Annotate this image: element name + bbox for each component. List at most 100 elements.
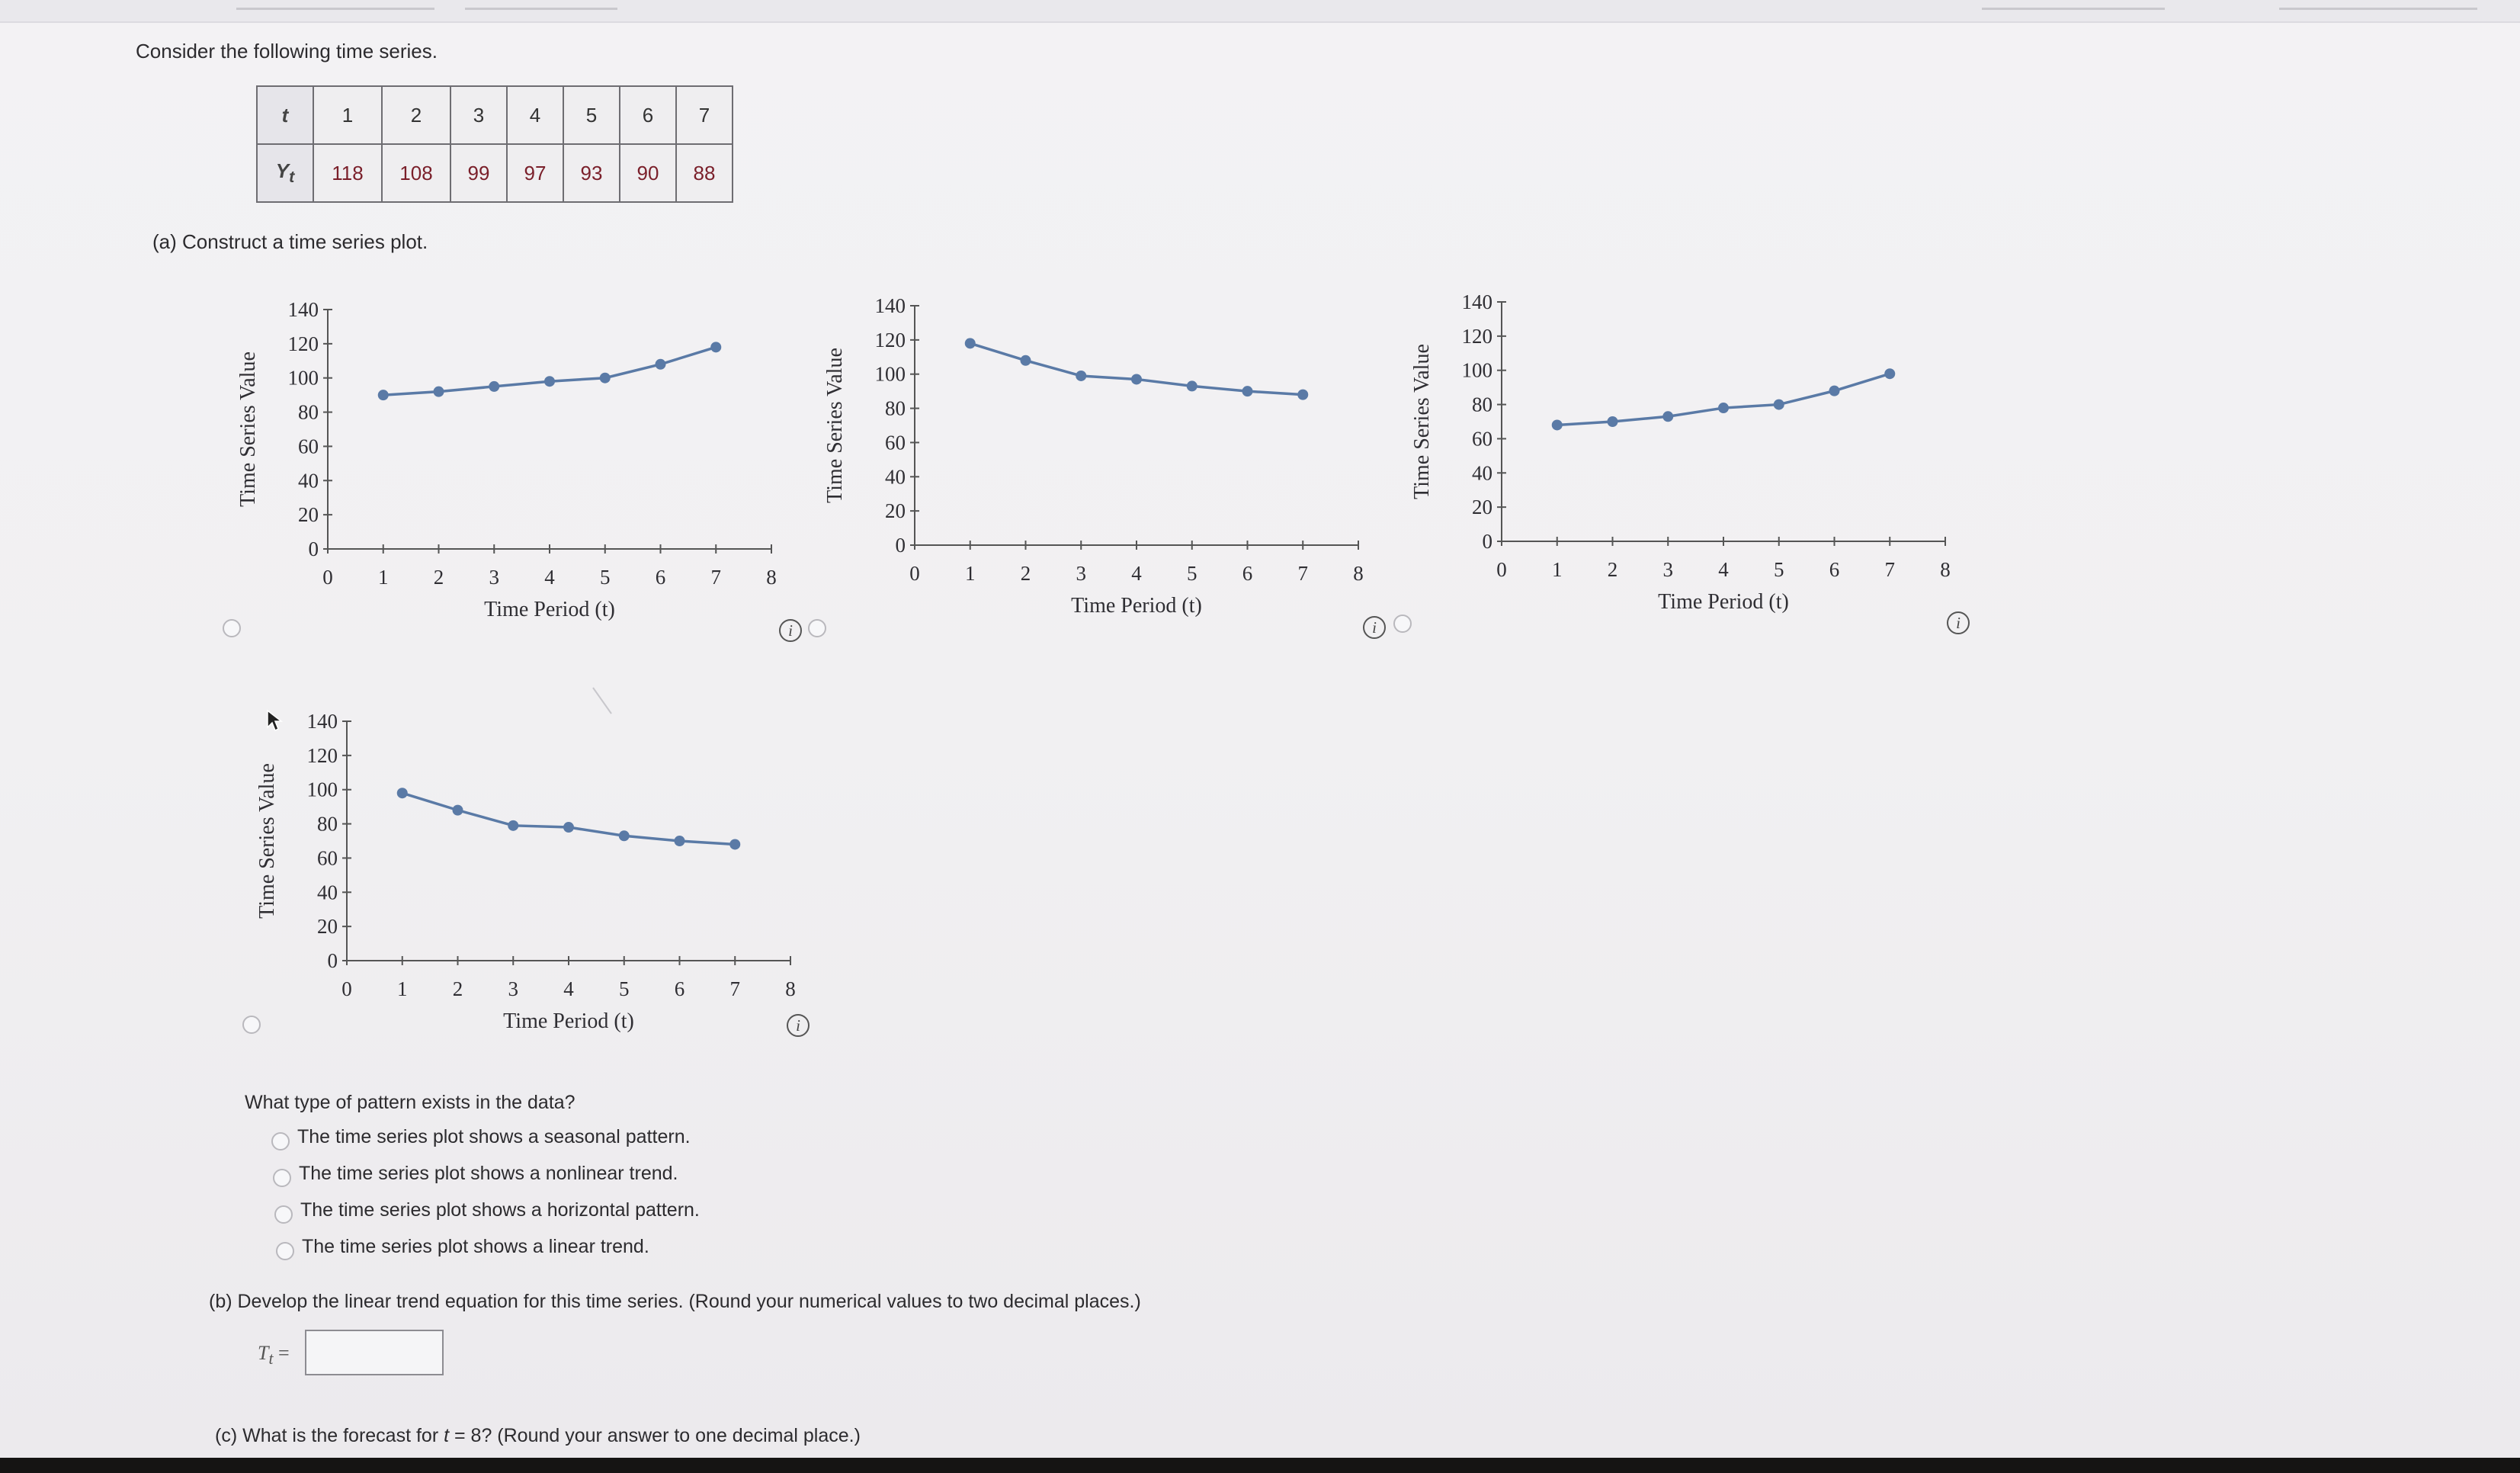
browser-tab[interactable]: [465, 8, 617, 10]
browser-tab[interactable]: [1982, 8, 2165, 10]
y-axis-label: Time Series Value: [1410, 344, 1434, 499]
table-cell: 90: [619, 143, 677, 203]
option-plot-1: 0 20 40 60 80 100 120 140 0 1 2 3 4 5 6 7 8 Time Period (…: [236, 298, 777, 621]
data-point: [1242, 386, 1253, 397]
y-axis-label: Time Series Value: [823, 348, 847, 503]
y-tick-label: 60: [885, 431, 906, 454]
data-point: [508, 820, 519, 831]
x-tick-label: 5: [1187, 562, 1197, 585]
trend-equation-label: Tt =: [258, 1342, 290, 1369]
y-tick-label: 0: [328, 949, 338, 972]
data-point: [452, 804, 463, 816]
pattern-option-label-2[interactable]: The time series plot shows a nonlinear t…: [299, 1163, 678, 1184]
series-line: [1557, 372, 1890, 427]
data-point: [544, 376, 555, 387]
pattern-option-radio-3[interactable]: [274, 1205, 293, 1224]
browser-top-bar: [0, 0, 2520, 23]
info-circle-icon[interactable]: i: [1947, 611, 1970, 634]
info-circle-icon[interactable]: i: [1363, 616, 1386, 639]
info-circle-icon[interactable]: i: [787, 1014, 810, 1037]
part-c-prompt: (c) What is the forecast for t = 8? (Rou…: [215, 1425, 861, 1447]
data-point: [396, 788, 408, 799]
pattern-question: What type of pattern exists in the data?: [245, 1092, 575, 1113]
pattern-option-radio-4[interactable]: [276, 1242, 294, 1260]
x-tick-label: 4: [1131, 562, 1142, 585]
y-axis-label: Time Series Value: [255, 763, 279, 919]
plot-option-radio-1[interactable]: [223, 619, 241, 637]
trend-equation-input[interactable]: [305, 1330, 444, 1375]
plot-option-radio-3[interactable]: [1393, 615, 1412, 633]
data-point: [1884, 368, 1896, 380]
x-tick-label: 6: [1242, 562, 1253, 585]
y-tick-label: 140: [1462, 290, 1493, 313]
x-tick-label: 8: [1940, 558, 1951, 581]
y-tick-label: 60: [1472, 427, 1492, 450]
part-c-variable: t: [444, 1425, 450, 1446]
pattern-option-radio-2[interactable]: [273, 1169, 291, 1187]
x-tick-label: 3: [1076, 562, 1087, 585]
data-point: [729, 839, 741, 850]
pattern-option-label-3[interactable]: The time series plot shows a horizontal …: [300, 1199, 700, 1221]
y-label: Y: [275, 159, 290, 182]
info-circle-icon[interactable]: i: [779, 619, 802, 642]
data-point: [1718, 403, 1729, 414]
y-tick-label: 100: [875, 363, 906, 386]
data-point: [1297, 389, 1309, 400]
y-tick-label: 100: [1462, 359, 1493, 382]
x-tick-label: 5: [619, 977, 630, 1000]
data-point: [433, 386, 444, 397]
browser-tab[interactable]: [236, 8, 434, 10]
x-tick-label: 4: [1718, 558, 1729, 581]
data-point: [489, 380, 500, 392]
y-tick-label: 80: [885, 397, 906, 420]
y-tick-label: 20: [885, 499, 906, 522]
y-tick-label: 40: [298, 469, 319, 492]
y-tick-label: 80: [317, 813, 338, 836]
data-point: [1607, 416, 1618, 427]
pattern-option-label-4[interactable]: The time series plot shows a linear tren…: [302, 1236, 649, 1257]
data-point: [674, 836, 685, 846]
data-point: [964, 338, 976, 349]
table-cell: 88: [675, 143, 733, 203]
y-tick-label: 120: [307, 744, 338, 767]
intro-text: Consider the following time series.: [136, 40, 438, 63]
x-tick-label: 5: [1774, 558, 1784, 581]
mouse-cursor-icon: [267, 709, 284, 732]
plot-option-radio-4[interactable]: [242, 1016, 261, 1034]
trend-label: T: [258, 1342, 269, 1364]
data-point: [563, 822, 574, 833]
x-axis-label: Time Period (t): [1658, 590, 1789, 614]
option-plot-4: 0 20 40 60 80 100 120 140 0 1 2 3 4 5 6 7 8 Time Period (…: [255, 710, 796, 1033]
table-cell: 118: [313, 143, 383, 203]
y-tick-label: 140: [307, 710, 338, 733]
series-line: [383, 345, 717, 396]
x-tick-label: 2: [434, 566, 444, 589]
x-tick-label: 0: [341, 977, 352, 1000]
y-tick-label: 120: [875, 329, 906, 351]
x-tick-label: 1: [965, 562, 976, 585]
browser-tab[interactable]: [2279, 8, 2477, 10]
data-point: [1076, 370, 1087, 381]
data-point: [1131, 374, 1142, 385]
data-point: [1186, 380, 1197, 392]
x-tick-label: 6: [656, 566, 666, 589]
pattern-option-radio-1[interactable]: [271, 1132, 290, 1150]
data-point: [599, 372, 611, 383]
x-tick-label: 1: [397, 977, 408, 1000]
trend-label-subscript: t: [268, 1349, 274, 1369]
x-tick-label: 7: [730, 977, 741, 1000]
data-point: [377, 390, 389, 401]
monitor-bezel: [0, 1458, 2520, 1473]
y-subscript: t: [289, 167, 295, 187]
series-line: [402, 791, 736, 846]
x-tick-label: 8: [1353, 562, 1364, 585]
x-axis-label: Time Period (t): [503, 1009, 634, 1033]
series-line: [970, 342, 1303, 396]
plot-option-radio-2[interactable]: [808, 619, 826, 637]
screen-scratch: [592, 687, 612, 714]
x-tick-label: 3: [489, 566, 500, 589]
data-point: [1662, 411, 1674, 422]
x-tick-label: 7: [1298, 562, 1309, 585]
y-tick-label: 80: [298, 401, 319, 424]
pattern-option-label-1[interactable]: The time series plot shows a seasonal pa…: [297, 1126, 691, 1147]
